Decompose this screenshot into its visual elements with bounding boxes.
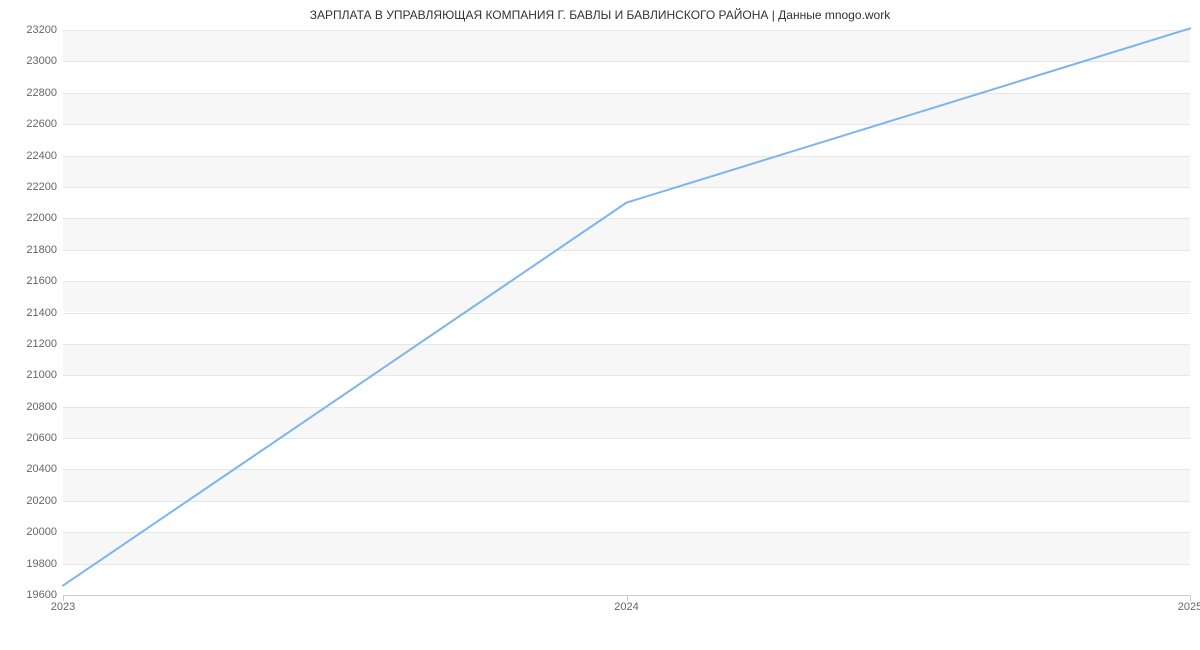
plot-area: 1960019800200002020020400206002080021000… xyxy=(63,30,1190,595)
y-axis-label: 22200 xyxy=(26,181,63,193)
line-series xyxy=(63,30,1190,595)
line-path xyxy=(63,28,1190,585)
x-axis-label: 2025 xyxy=(1178,595,1200,613)
y-axis-label: 20000 xyxy=(26,526,63,538)
y-axis-label: 22400 xyxy=(26,150,63,162)
y-axis-label: 20600 xyxy=(26,432,63,444)
y-axis-label: 22600 xyxy=(26,118,63,130)
y-axis-label: 20200 xyxy=(26,495,63,507)
y-axis-label: 22000 xyxy=(26,212,63,224)
y-axis-label: 20800 xyxy=(26,401,63,413)
y-axis-label: 23200 xyxy=(26,24,63,36)
y-axis-label: 20400 xyxy=(26,463,63,475)
x-axis-label: 2024 xyxy=(614,595,638,613)
chart-title: ЗАРПЛАТА В УПРАВЛЯЮЩАЯ КОМПАНИЯ Г. БАВЛЫ… xyxy=(0,8,1200,22)
y-axis-label: 23000 xyxy=(26,55,63,67)
chart-container: ЗАРПЛАТА В УПРАВЛЯЮЩАЯ КОМПАНИЯ Г. БАВЛЫ… xyxy=(0,0,1200,650)
x-axis-label: 2023 xyxy=(51,595,75,613)
y-axis-label: 21600 xyxy=(26,275,63,287)
y-axis-label: 21000 xyxy=(26,369,63,381)
y-axis-label: 22800 xyxy=(26,87,63,99)
y-axis-label: 19800 xyxy=(26,558,63,570)
y-axis-label: 21400 xyxy=(26,307,63,319)
y-axis-label: 21800 xyxy=(26,244,63,256)
y-axis-label: 21200 xyxy=(26,338,63,350)
